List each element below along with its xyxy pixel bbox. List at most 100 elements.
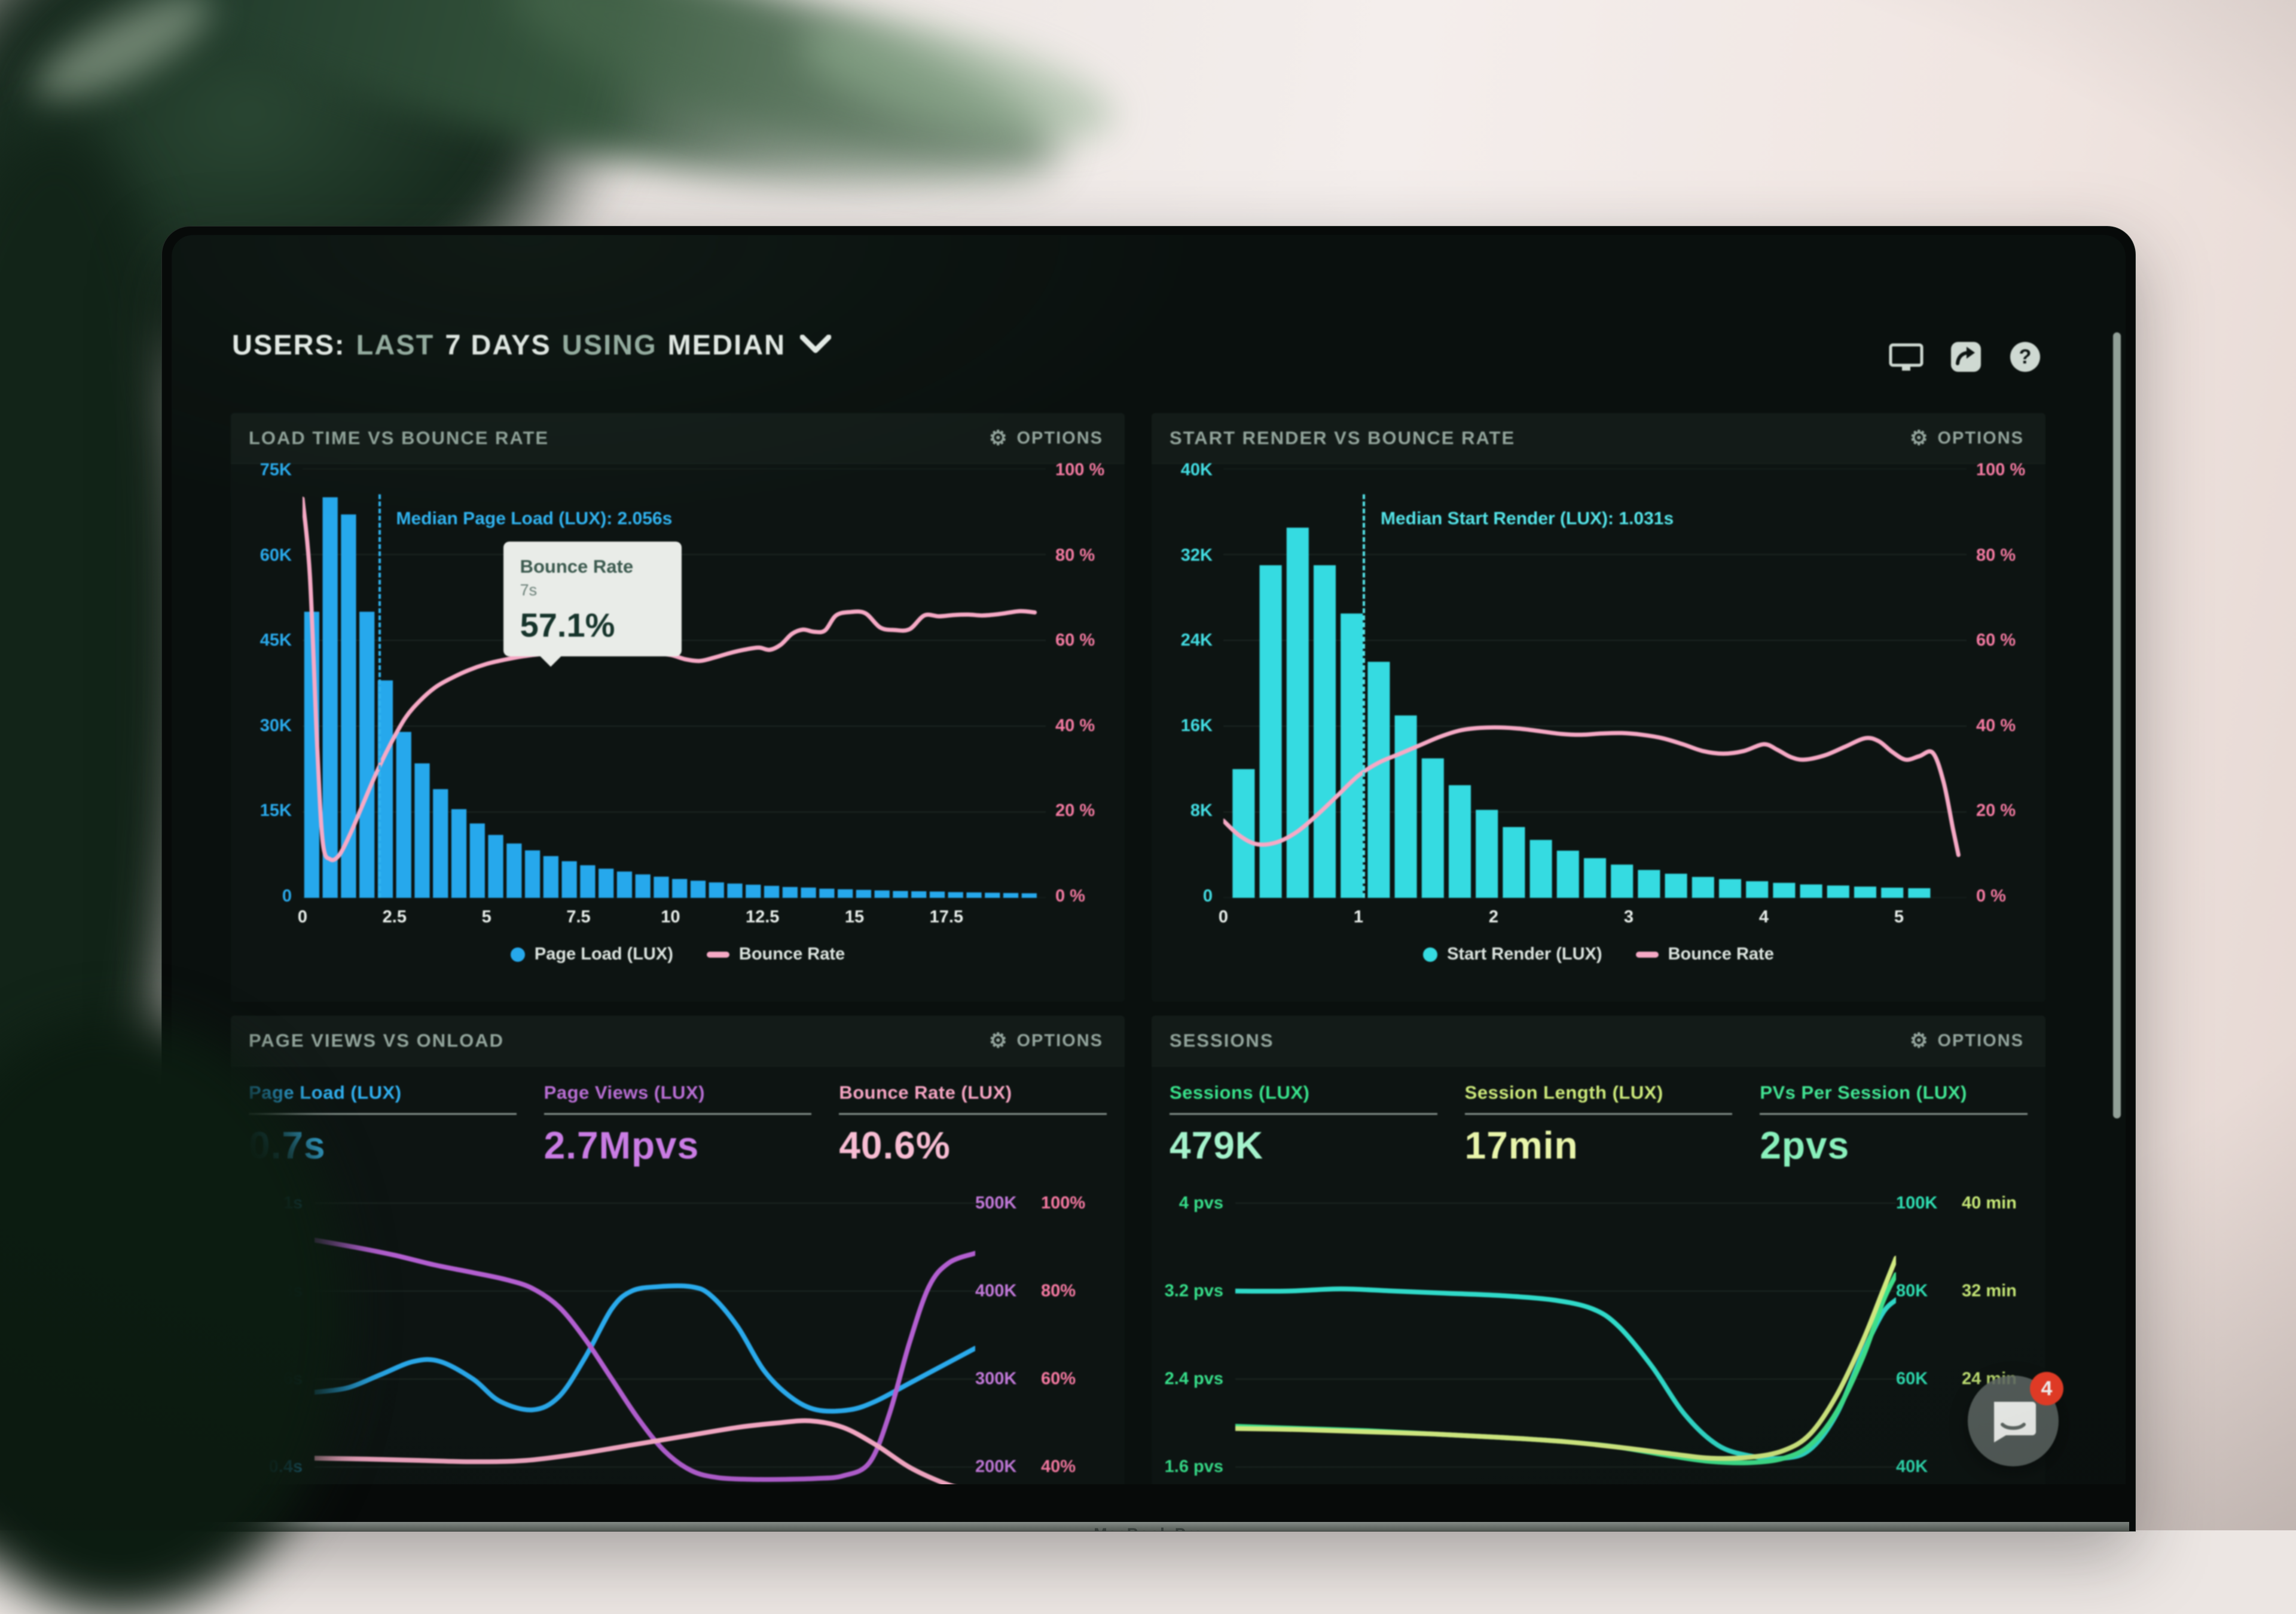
axis-tick: 0.8s	[269, 1281, 303, 1301]
axis-tick: 0	[1152, 888, 1213, 905]
chart-legend: Start Render (LUX) Bounce Rate	[1152, 944, 2045, 964]
chat-launcher[interactable]: 4	[1968, 1375, 2059, 1466]
x-axis-tick: 2.5	[383, 907, 407, 927]
help-icon[interactable]: ?	[2008, 340, 2042, 374]
axis-tick: 45K	[231, 632, 292, 649]
panel-load-time-vs-bounce-rate: LOAD TIME VS BOUNCE RATE ⚙ OPTIONS 75K 60…	[231, 413, 1125, 1002]
page-title-segment: USING	[562, 328, 657, 361]
chevron-down-icon	[800, 335, 831, 355]
axis-tick: 0	[231, 888, 292, 905]
legend-dot-swatch	[1423, 947, 1437, 962]
scrollbar[interactable]	[2113, 332, 2121, 1118]
tooltip-bucket: 7s	[520, 581, 665, 600]
metric-value: 0.7s	[249, 1123, 517, 1167]
share-icon[interactable]	[1950, 341, 1982, 373]
axis-tick: 60 %	[1976, 632, 2045, 649]
y-axis-right-sessions: 100K 80K 60K 40K	[1896, 1190, 1962, 1484]
axis-tick: 30K	[231, 717, 292, 735]
x-axis-tick: 4	[1759, 907, 1769, 927]
panel-start-render-vs-bounce-rate: START RENDER VS BOUNCE RATE ⚙ OPTIONS 40…	[1152, 413, 2045, 1002]
axis-tick: 0.6s	[269, 1369, 303, 1389]
line-chart	[1235, 1190, 1896, 1484]
x-axis-tick: 0	[298, 907, 307, 927]
options-button[interactable]: ⚙ OPTIONS	[1906, 1030, 2028, 1051]
metric-value: 479K	[1170, 1123, 1437, 1167]
axis-tick: 15K	[231, 802, 292, 820]
x-axis-tick: 3	[1624, 907, 1634, 927]
legend-label: Bounce Rate	[739, 944, 845, 964]
x-axis-tick: 5	[482, 907, 491, 927]
laptop-deck: MacBook Pro	[168, 1522, 2129, 1531]
plant-leaf-blur	[488, 0, 1077, 218]
panel-title: START RENDER VS BOUNCE RATE	[1170, 427, 1515, 449]
axis-tick: 100%	[1041, 1193, 1085, 1213]
axis-tick: 75K	[231, 461, 292, 479]
axis-tick: 40 %	[1976, 717, 2045, 735]
metric-value: 17min	[1465, 1123, 1733, 1167]
metric-label: Page Views (LUX)	[544, 1082, 812, 1103]
axis-tick: 60K	[1896, 1369, 1928, 1389]
axis-tick: 80%	[1041, 1281, 1076, 1301]
median-label: Median Page Load (LUX): 2.056s	[396, 509, 673, 529]
axis-tick: 60K	[231, 547, 292, 564]
axis-tick: 20 %	[1976, 802, 2045, 820]
legend-dot-swatch	[511, 947, 525, 962]
axis-tick: 400K	[975, 1281, 1016, 1301]
legend-item[interactable]: Bounce Rate	[707, 944, 845, 964]
chat-unread-badge: 4	[2030, 1372, 2063, 1405]
axis-tick: 40%	[1041, 1457, 1076, 1477]
axis-tick: 80 %	[1976, 547, 2045, 564]
axis-tick: 100K	[1896, 1193, 1937, 1213]
plant-leaf-blur	[22, 0, 224, 121]
metric-divider	[1465, 1113, 1733, 1115]
legend-item[interactable]: Page Load (LUX)	[511, 944, 673, 964]
histogram-chart	[303, 469, 1046, 898]
metric-value: 2.7Mpvs	[544, 1123, 812, 1167]
metric-label: Bounce Rate (LUX)	[839, 1082, 1107, 1103]
legend-item[interactable]: Start Render (LUX)	[1423, 944, 1602, 964]
display-icon[interactable]	[1889, 341, 1923, 372]
chart-plot[interactable]	[1235, 1190, 1896, 1484]
axis-tick: 0 %	[1976, 888, 2045, 905]
chart-plot[interactable]: Median Start Render (LUX): 1.031s	[1223, 469, 1967, 898]
axis-tick: 80K	[1896, 1281, 1928, 1301]
options-button[interactable]: ⚙ OPTIONS	[1906, 427, 2028, 449]
metric-value: 40.6%	[839, 1123, 1107, 1167]
axis-tick: 40K	[1152, 461, 1213, 479]
x-axis-tick: 0	[1219, 907, 1228, 927]
metric-label: PVs Per Session (LUX)	[1760, 1082, 2028, 1103]
metric-divider	[544, 1113, 812, 1115]
chart-plot[interactable]	[315, 1190, 975, 1484]
axis-tick: 100 %	[1055, 461, 1125, 479]
x-axis-tick: 10	[661, 907, 680, 927]
panel-title: PAGE VIEWS VS ONLOAD	[249, 1030, 504, 1051]
metric: Session Length (LUX)17min	[1465, 1082, 1733, 1187]
tooltip-value: 57.1%	[520, 606, 665, 644]
axis-tick: 40K	[1896, 1457, 1928, 1477]
x-axis-tick: 5	[1894, 907, 1904, 927]
gear-icon: ⚙	[989, 1031, 1008, 1051]
axis-tick: 20 %	[1055, 802, 1125, 820]
page-title-segment: 7 DAYS	[445, 328, 551, 361]
svg-text:?: ?	[2019, 346, 2032, 368]
chart-tooltip: Bounce Rate 7s 57.1%	[503, 542, 682, 656]
options-button[interactable]: ⚙ OPTIONS	[985, 427, 1107, 449]
options-button[interactable]: ⚙ OPTIONS	[985, 1030, 1107, 1051]
panel-title: LOAD TIME VS BOUNCE RATE	[249, 427, 549, 449]
axis-tick: 40 min	[1962, 1193, 2017, 1213]
x-axis-tick: 1	[1354, 907, 1363, 927]
axis-tick: 300K	[975, 1369, 1016, 1389]
chart-plot[interactable]: Median Page Load (LUX): 2.056s Bounce Ra…	[303, 469, 1046, 898]
axis-tick: 3.2 pvs	[1165, 1281, 1223, 1301]
legend-item[interactable]: Bounce Rate	[1636, 944, 1774, 964]
axis-tick: 60%	[1041, 1369, 1076, 1389]
plant-leaf-blur	[789, 0, 1124, 163]
axis-tick: 32 min	[1962, 1281, 2017, 1301]
